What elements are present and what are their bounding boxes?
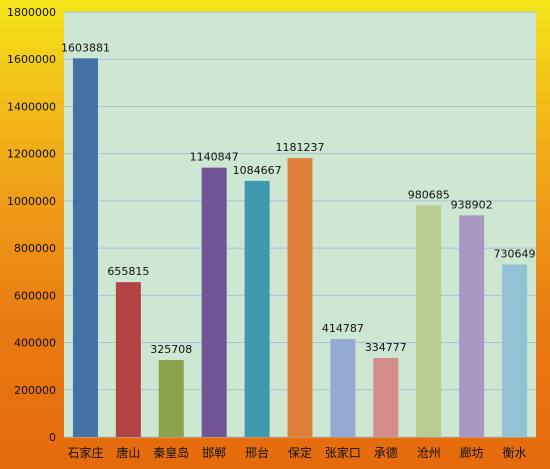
y-tick-label: 1200000	[7, 148, 56, 161]
y-tick-label: 1600000	[7, 53, 56, 66]
bar-3	[201, 167, 227, 437]
data-label: 1084667	[233, 164, 282, 177]
bar-6	[330, 339, 356, 437]
category-label: 邯郸	[202, 445, 226, 460]
bar-4	[244, 180, 270, 437]
y-tick-label: 400000	[14, 337, 56, 350]
y-tick-label: 600000	[14, 289, 56, 302]
category-label: 石家庄	[67, 445, 103, 460]
category-label: 沧州	[417, 445, 441, 460]
category-label: 邢台	[245, 445, 269, 460]
data-label: 325708	[150, 343, 192, 356]
y-tick-label: 200000	[14, 384, 56, 397]
data-label: 1181237	[276, 141, 325, 154]
category-label: 承德	[374, 445, 398, 460]
data-label: 1140847	[190, 151, 239, 164]
y-tick-label: 1800000	[7, 6, 56, 19]
y-tick-label: 800000	[14, 242, 56, 255]
bar-9	[459, 215, 485, 437]
data-label: 730649	[494, 247, 536, 260]
data-label: 980685	[408, 188, 450, 201]
bar-8	[416, 205, 442, 437]
y-tick-label: 1000000	[7, 195, 56, 208]
category-label: 衡水	[503, 446, 527, 460]
data-label: 938902	[451, 198, 493, 211]
data-label: 334777	[365, 341, 407, 354]
y-tick-label: 0	[49, 431, 56, 444]
bar-2	[158, 360, 184, 437]
category-label: 张家口	[325, 445, 361, 460]
bar-7	[373, 357, 399, 437]
bar-10	[502, 264, 528, 437]
data-label: 414787	[322, 322, 364, 335]
bar-0	[72, 58, 98, 437]
category-label: 秦皇岛	[153, 445, 189, 460]
bar-5	[287, 158, 313, 438]
category-label: 廊坊	[460, 445, 484, 460]
x-axis-category-labels: 石家庄 唐山 秦皇岛 邯郸 邢台 保定 张家口 承德 沧州 廊坊 衡水	[67, 445, 526, 460]
category-label: 唐山	[116, 445, 140, 460]
category-label: 保定	[288, 445, 312, 460]
y-tick-label: 1400000	[7, 100, 56, 113]
y-axis-tick-labels: 0 200000 400000 600000 800000 1000000 1200000 1…	[7, 6, 56, 444]
bars	[72, 58, 528, 438]
bar-1	[115, 282, 141, 437]
data-label: 1603881	[61, 41, 110, 54]
data-label: 655815	[107, 265, 149, 278]
